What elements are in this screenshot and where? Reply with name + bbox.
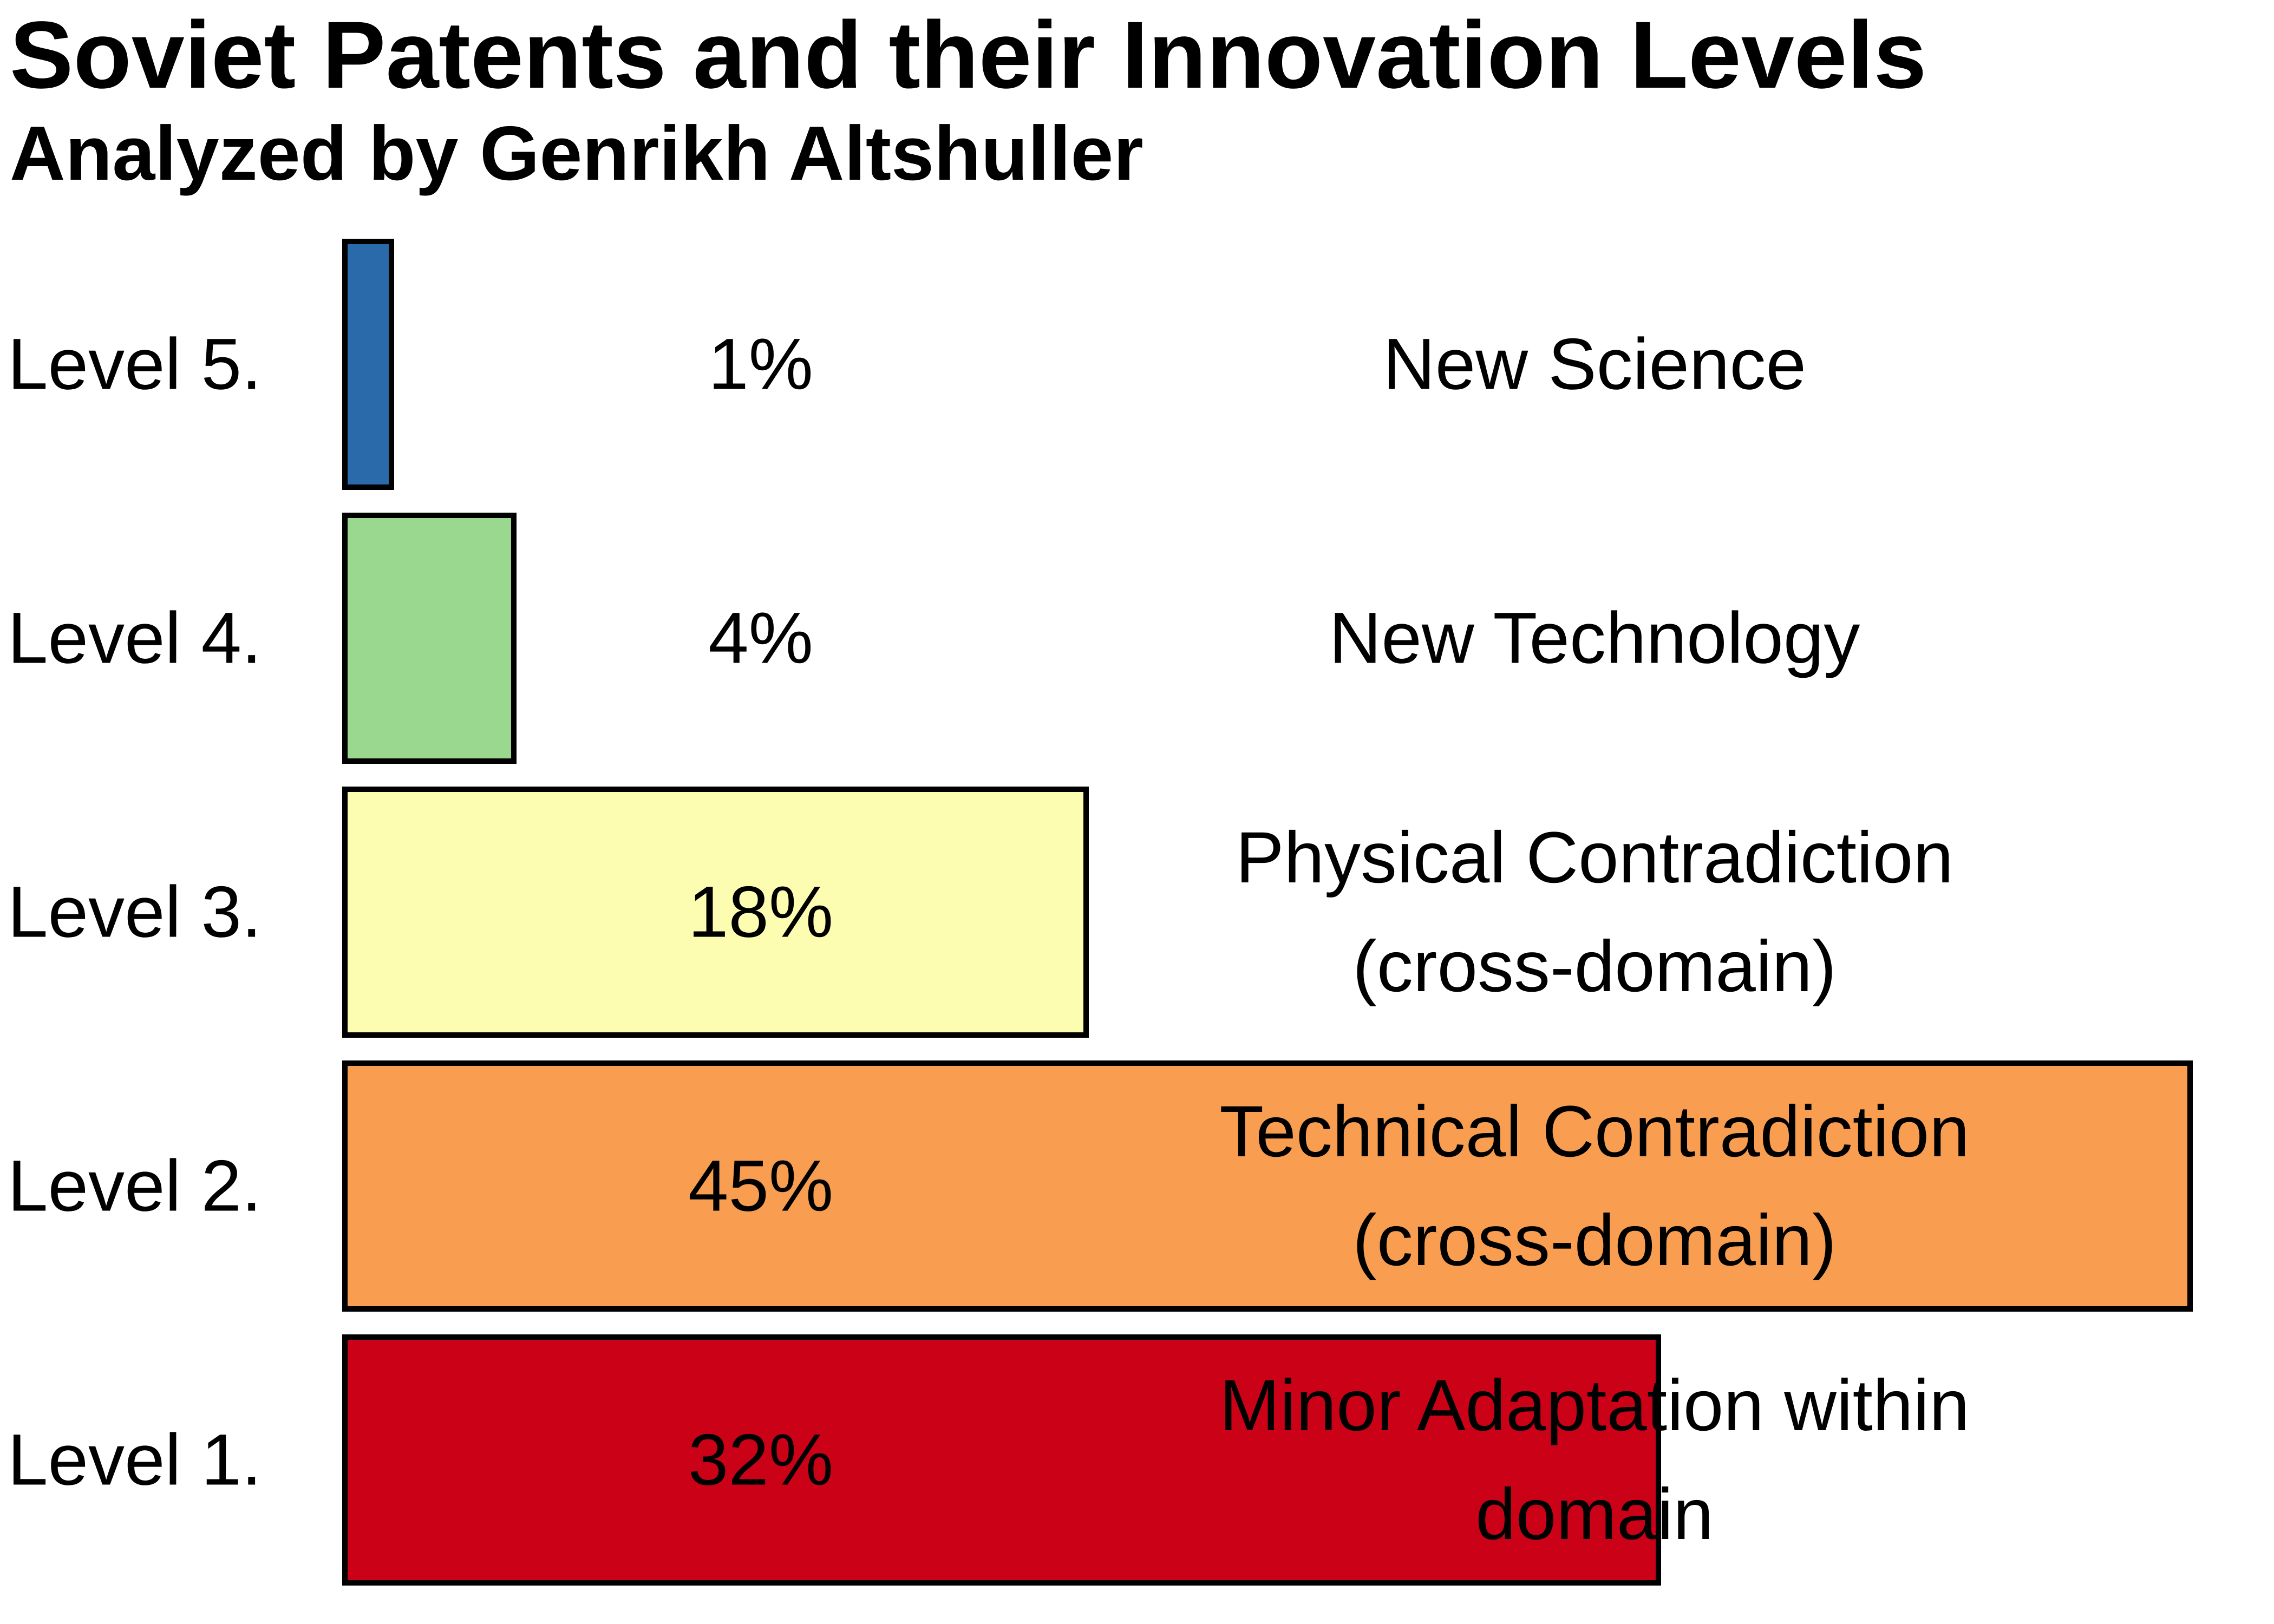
value-label: 45% <box>688 1145 834 1227</box>
bar-row: Level 4. 4% New Technology <box>0 513 2274 764</box>
value-label: 1% <box>708 324 813 405</box>
bar-description: New Science <box>1382 324 1806 405</box>
bar <box>342 1060 2193 1312</box>
value-label: 32% <box>688 1419 834 1501</box>
bar-description: New Technology <box>1329 598 1860 679</box>
bar-row: Level 5. 1% New Science <box>0 239 2274 490</box>
chart-title: Soviet Patents and their Innovation Leve… <box>10 2 1927 108</box>
bar-row: Level 1. 32% Minor Adaptation within doma… <box>0 1334 2274 1586</box>
chart-subtitle: Analyzed by Genrikh Altshuller <box>10 110 1143 197</box>
bar-row: Level 3. 18% Physical Contradiction (cros… <box>0 787 2274 1038</box>
bar-description: Minor Adaptation within domain <box>1219 1365 1970 1555</box>
bar <box>342 1334 1661 1586</box>
category-label: Level 1. <box>8 1419 262 1501</box>
value-label: 4% <box>708 598 813 679</box>
value-label: 18% <box>688 872 834 953</box>
category-label: Level 5. <box>8 324 262 405</box>
category-label: Level 3. <box>8 872 262 953</box>
bar-row: Level 2. 45% Technical Contradiction (cro… <box>0 1060 2274 1312</box>
category-label: Level 2. <box>8 1145 262 1227</box>
bar-description: Physical Contradiction (cross-domain) <box>1236 817 1953 1007</box>
bar-description: Technical Contradiction (cross-domain) <box>1219 1091 1970 1281</box>
category-label: Level 4. <box>8 598 262 679</box>
bar <box>342 787 1089 1038</box>
bar <box>342 513 517 764</box>
bar <box>342 239 394 490</box>
